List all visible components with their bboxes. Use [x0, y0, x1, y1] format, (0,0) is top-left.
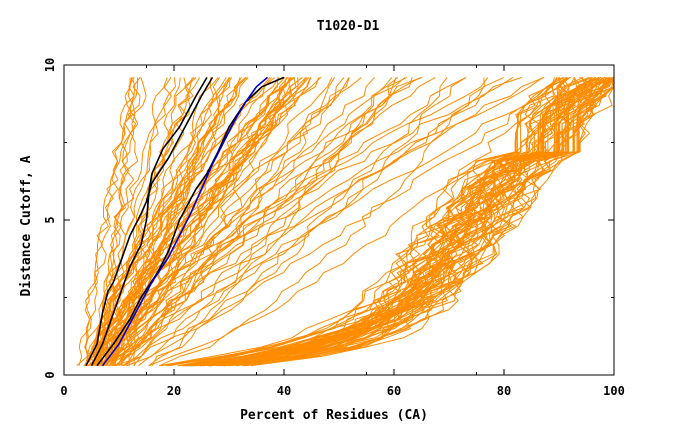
model-curve — [208, 77, 597, 367]
model-curve — [85, 77, 308, 367]
x-tick-label: 40 — [277, 384, 291, 398]
y-tick-label: 10 — [43, 58, 57, 72]
model-black-1 — [85, 76, 214, 367]
model-curve — [106, 77, 290, 366]
x-tick-label: 0 — [60, 384, 67, 398]
model-curve — [113, 77, 181, 366]
model-curve — [148, 77, 393, 367]
model-curve — [133, 77, 345, 366]
x-tick-label: 20 — [167, 384, 181, 398]
model-curve — [123, 77, 397, 367]
highlighted-series-group — [85, 76, 285, 367]
model-curve — [94, 77, 172, 366]
model-curve — [90, 77, 176, 367]
model-curve — [108, 76, 514, 367]
x-tick-label: 100 — [603, 384, 625, 398]
model-curve — [207, 77, 611, 367]
model-curve — [138, 77, 448, 367]
x-tick-label: 60 — [387, 384, 401, 398]
model-black-2 — [90, 76, 208, 367]
model-curve — [103, 77, 295, 366]
model-curve — [96, 77, 134, 366]
x-tick-label: 80 — [497, 384, 511, 398]
x-axis-label: Percent of Residues (CA) — [240, 408, 428, 423]
model-curve — [219, 76, 584, 367]
model-curve — [101, 76, 568, 367]
y-axis-label: Distance Cutoff, A — [19, 155, 34, 296]
model-curve — [104, 77, 350, 366]
model-curve — [100, 77, 333, 366]
model-curve — [177, 76, 571, 367]
model-curve — [92, 77, 187, 366]
model-curve — [84, 77, 135, 366]
model-curve — [189, 76, 599, 367]
model-curve — [114, 76, 505, 367]
model-curve — [224, 77, 607, 367]
y-tick-label: 0 — [43, 371, 57, 378]
model-curve — [235, 77, 615, 367]
model-curve — [159, 77, 485, 367]
model-curve — [187, 76, 596, 367]
model-curve — [86, 77, 275, 366]
model-curve — [210, 76, 593, 367]
model-curve — [83, 77, 286, 367]
model-curve — [149, 77, 562, 367]
model-curve — [93, 77, 279, 366]
y-tick-label: 5 — [43, 216, 57, 223]
axes-group: 0 20 40 60 80 100 0 5 10 — [43, 58, 625, 398]
bulk-series-group — [76, 76, 615, 367]
model-curve — [184, 77, 605, 367]
model-curve — [97, 77, 291, 366]
model-curve — [133, 77, 288, 367]
model-curve — [189, 77, 568, 367]
model-curve — [202, 77, 576, 367]
model-curve — [103, 77, 147, 366]
chart-title: T1020-D1 — [317, 19, 380, 34]
model-curve — [229, 77, 587, 367]
model-curve — [210, 77, 578, 367]
model-curve — [94, 76, 423, 367]
model-blue — [101, 76, 269, 367]
model-curve — [245, 77, 599, 367]
model-curve — [242, 77, 592, 367]
model-curve — [218, 77, 605, 367]
model-curve — [126, 77, 567, 367]
